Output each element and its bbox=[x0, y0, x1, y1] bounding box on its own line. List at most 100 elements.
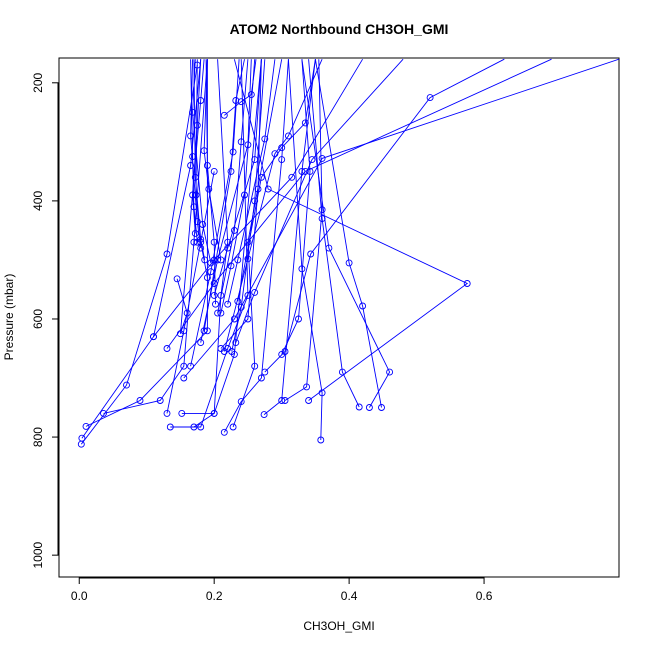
data-point bbox=[288, 173, 296, 181]
data-point bbox=[224, 300, 232, 308]
data-point bbox=[191, 229, 199, 237]
data-point bbox=[210, 238, 218, 246]
data-point bbox=[207, 259, 215, 267]
data-point bbox=[217, 345, 225, 352]
series-line bbox=[205, 59, 216, 305]
data-point bbox=[77, 440, 85, 448]
data-point bbox=[318, 206, 326, 214]
data-point bbox=[191, 173, 199, 181]
series-line bbox=[193, 59, 229, 428]
data-point bbox=[217, 256, 225, 264]
series-line bbox=[232, 59, 283, 428]
data-point bbox=[180, 374, 188, 382]
data-point bbox=[220, 428, 228, 436]
data-point bbox=[301, 119, 309, 127]
series-line bbox=[301, 59, 391, 408]
data-point bbox=[136, 397, 144, 404]
data-point bbox=[303, 383, 311, 391]
data-point bbox=[244, 315, 252, 323]
data-point bbox=[426, 94, 434, 102]
y-tick-label: 400 bbox=[31, 191, 45, 211]
data-point bbox=[197, 244, 205, 252]
series-line bbox=[213, 59, 262, 296]
series-line bbox=[85, 59, 208, 427]
y-axis-label: Pressure (mbar) bbox=[2, 274, 16, 361]
x-tick-label: 0.0 bbox=[71, 589, 88, 603]
series-line bbox=[227, 59, 276, 305]
data-point bbox=[237, 138, 245, 146]
data-point bbox=[210, 409, 218, 417]
series-line bbox=[200, 59, 252, 343]
data-point bbox=[180, 327, 188, 335]
data-point bbox=[193, 121, 201, 129]
series-line bbox=[217, 59, 249, 314]
series-group bbox=[77, 58, 619, 448]
data-point bbox=[237, 303, 245, 311]
data-point bbox=[244, 141, 252, 149]
data-point bbox=[386, 368, 394, 376]
data-point bbox=[197, 97, 205, 104]
series-line bbox=[80, 65, 198, 445]
series-line bbox=[166, 171, 215, 414]
data-point bbox=[203, 162, 211, 169]
data-point bbox=[210, 291, 218, 299]
data-point bbox=[156, 397, 164, 404]
data-point bbox=[187, 162, 195, 169]
data-point bbox=[190, 423, 198, 431]
data-point bbox=[295, 315, 302, 323]
data-point bbox=[205, 185, 213, 193]
data-point bbox=[261, 368, 269, 376]
data-point bbox=[197, 339, 205, 347]
data-point bbox=[237, 98, 245, 106]
data-point bbox=[260, 411, 268, 419]
data-point bbox=[307, 250, 315, 258]
series-line bbox=[170, 59, 249, 428]
series-line bbox=[166, 58, 552, 349]
series-line bbox=[193, 59, 206, 260]
data-point bbox=[150, 333, 157, 341]
series-line bbox=[263, 59, 316, 415]
data-point bbox=[281, 397, 289, 404]
data-point bbox=[301, 167, 309, 175]
series-line bbox=[183, 58, 619, 379]
y-tick-label: 800 bbox=[31, 427, 45, 447]
data-point bbox=[230, 315, 238, 323]
data-point bbox=[200, 147, 208, 155]
x-tick-label: 0.6 bbox=[476, 589, 493, 603]
data-point bbox=[325, 244, 333, 252]
series-line bbox=[81, 59, 202, 439]
data-point bbox=[264, 185, 272, 193]
data-point bbox=[251, 197, 259, 205]
data-point bbox=[284, 132, 292, 140]
data-point bbox=[227, 167, 235, 175]
data-point bbox=[207, 268, 215, 276]
x-tick-label: 0.2 bbox=[206, 589, 223, 603]
data-point bbox=[359, 302, 367, 310]
data-point bbox=[278, 397, 286, 404]
data-point bbox=[244, 238, 252, 246]
data-point bbox=[355, 403, 363, 411]
data-point bbox=[82, 422, 90, 430]
data-point bbox=[189, 108, 197, 116]
data-point bbox=[257, 374, 265, 382]
data-point bbox=[251, 362, 259, 370]
data-point bbox=[234, 297, 242, 305]
data-point bbox=[100, 409, 107, 417]
series-line bbox=[220, 59, 262, 349]
data-point bbox=[180, 362, 188, 370]
data-point bbox=[163, 409, 171, 417]
data-point bbox=[365, 404, 373, 411]
series-line bbox=[176, 59, 205, 334]
data-point bbox=[123, 381, 130, 389]
data-point bbox=[345, 259, 353, 267]
data-point bbox=[247, 91, 255, 99]
data-point bbox=[183, 309, 191, 317]
series-line bbox=[224, 59, 257, 116]
data-point bbox=[234, 256, 242, 264]
data-point bbox=[261, 135, 269, 143]
data-point bbox=[232, 339, 240, 347]
series-line bbox=[308, 59, 360, 408]
data-point bbox=[166, 423, 174, 431]
